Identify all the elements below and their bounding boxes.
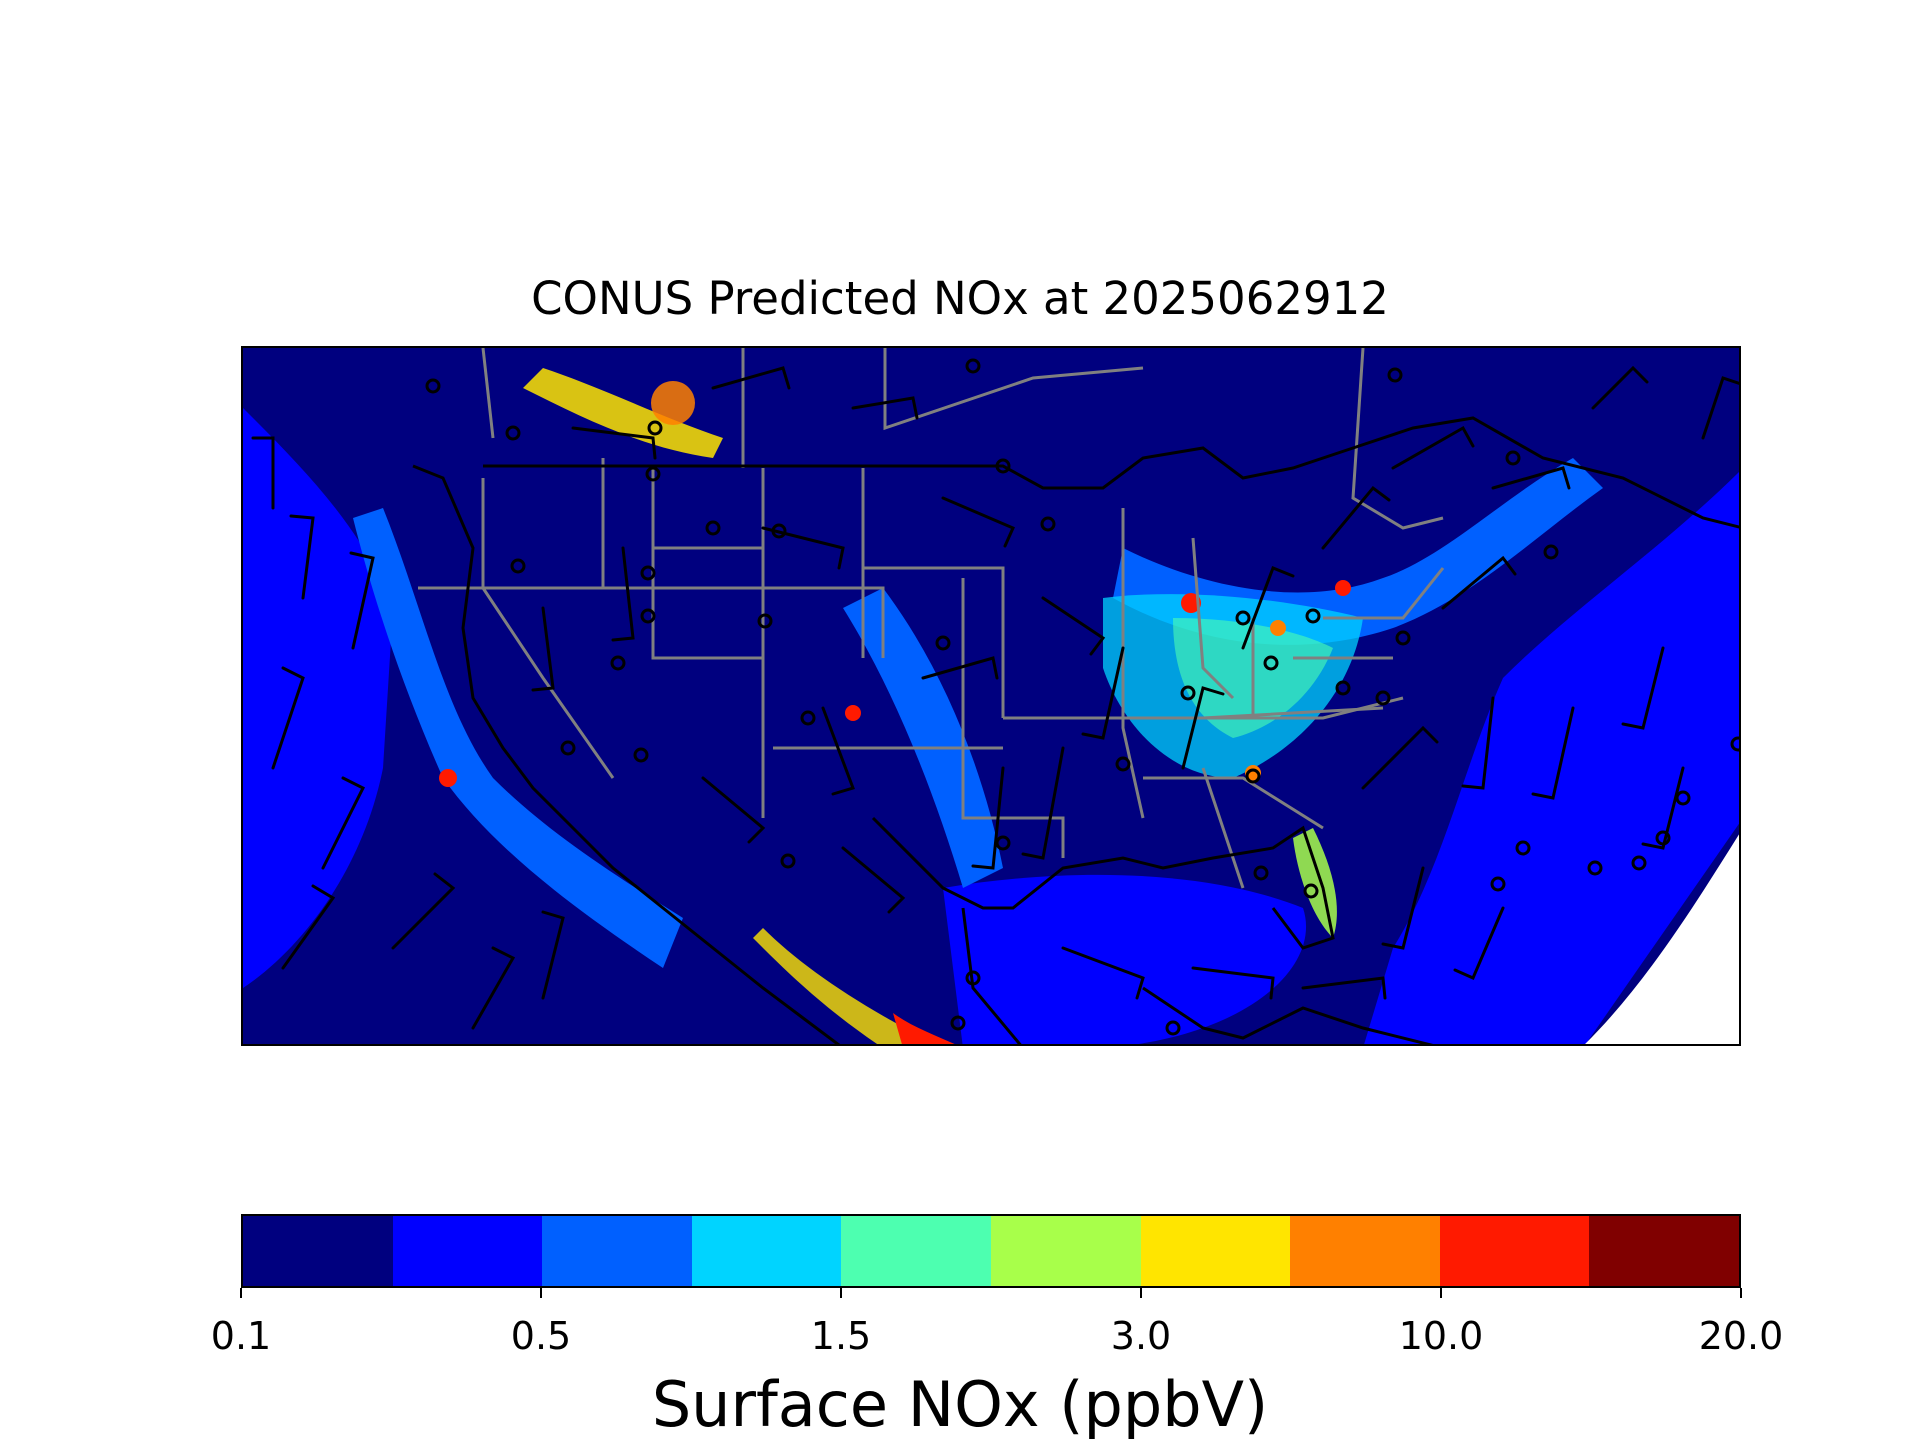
hotspot-canada xyxy=(651,381,695,425)
hotspot-denver xyxy=(845,705,861,721)
hotspot-ohio xyxy=(1270,620,1286,636)
colorbar-tick xyxy=(240,1288,242,1298)
colorbar-tick-label: 0.1 xyxy=(210,1314,272,1358)
colorbar-segment xyxy=(1589,1216,1739,1286)
coastlines xyxy=(412,416,1739,1044)
colorbar-tick xyxy=(840,1288,842,1298)
atlantic-blue-field xyxy=(1364,471,1739,1044)
colorbar-tick xyxy=(1140,1288,1142,1298)
florida-peninsula xyxy=(1293,828,1337,938)
colorbar-segment xyxy=(691,1216,842,1286)
colorbar-segment xyxy=(542,1216,692,1286)
west-coast-plume xyxy=(353,508,683,968)
mexico-hotzone xyxy=(753,928,936,1044)
hotspot-chicago xyxy=(1181,593,1201,613)
colorbar-tick xyxy=(1740,1288,1742,1298)
colorbar-tick-label: 20.0 xyxy=(1698,1314,1784,1358)
nox-map xyxy=(241,346,1741,1046)
hotspot-pa xyxy=(1335,580,1351,596)
out-of-domain-area xyxy=(1585,834,1739,1044)
map-title: CONUS Predicted NOx at 2025062912 xyxy=(531,272,1389,325)
gulf-blue-field xyxy=(943,874,1307,1044)
northern-plume xyxy=(523,368,723,458)
colorbar-segment xyxy=(1140,1216,1291,1286)
colorbar-segment xyxy=(990,1216,1141,1286)
colorbar-tick-label: 1.5 xyxy=(810,1314,872,1358)
hotspot-la xyxy=(439,769,457,787)
hotspot-atlanta xyxy=(1245,765,1261,781)
colorbar xyxy=(241,1214,1741,1288)
colorbar-segment xyxy=(841,1216,991,1286)
calm-markers xyxy=(425,358,1739,1036)
colorbar-tick-label: 10.0 xyxy=(1398,1314,1484,1358)
colorbar-tick xyxy=(1440,1288,1442,1298)
colorbar-segment xyxy=(392,1216,543,1286)
colorbar-tick-label: 3.0 xyxy=(1110,1314,1172,1358)
colorbar-tick-label: 0.5 xyxy=(510,1314,572,1358)
mexico-city-hotspot xyxy=(893,1013,955,1044)
colorbar-label: Surface NOx (ppbV) xyxy=(651,1368,1269,1441)
colorbar-segment xyxy=(243,1216,393,1286)
nox-map-canvas xyxy=(243,348,1739,1044)
colorbar-segment xyxy=(1290,1216,1440,1286)
colorbar-segment xyxy=(1439,1216,1590,1286)
wind-barbs xyxy=(251,365,1739,1030)
colorbar-tick xyxy=(540,1288,542,1298)
